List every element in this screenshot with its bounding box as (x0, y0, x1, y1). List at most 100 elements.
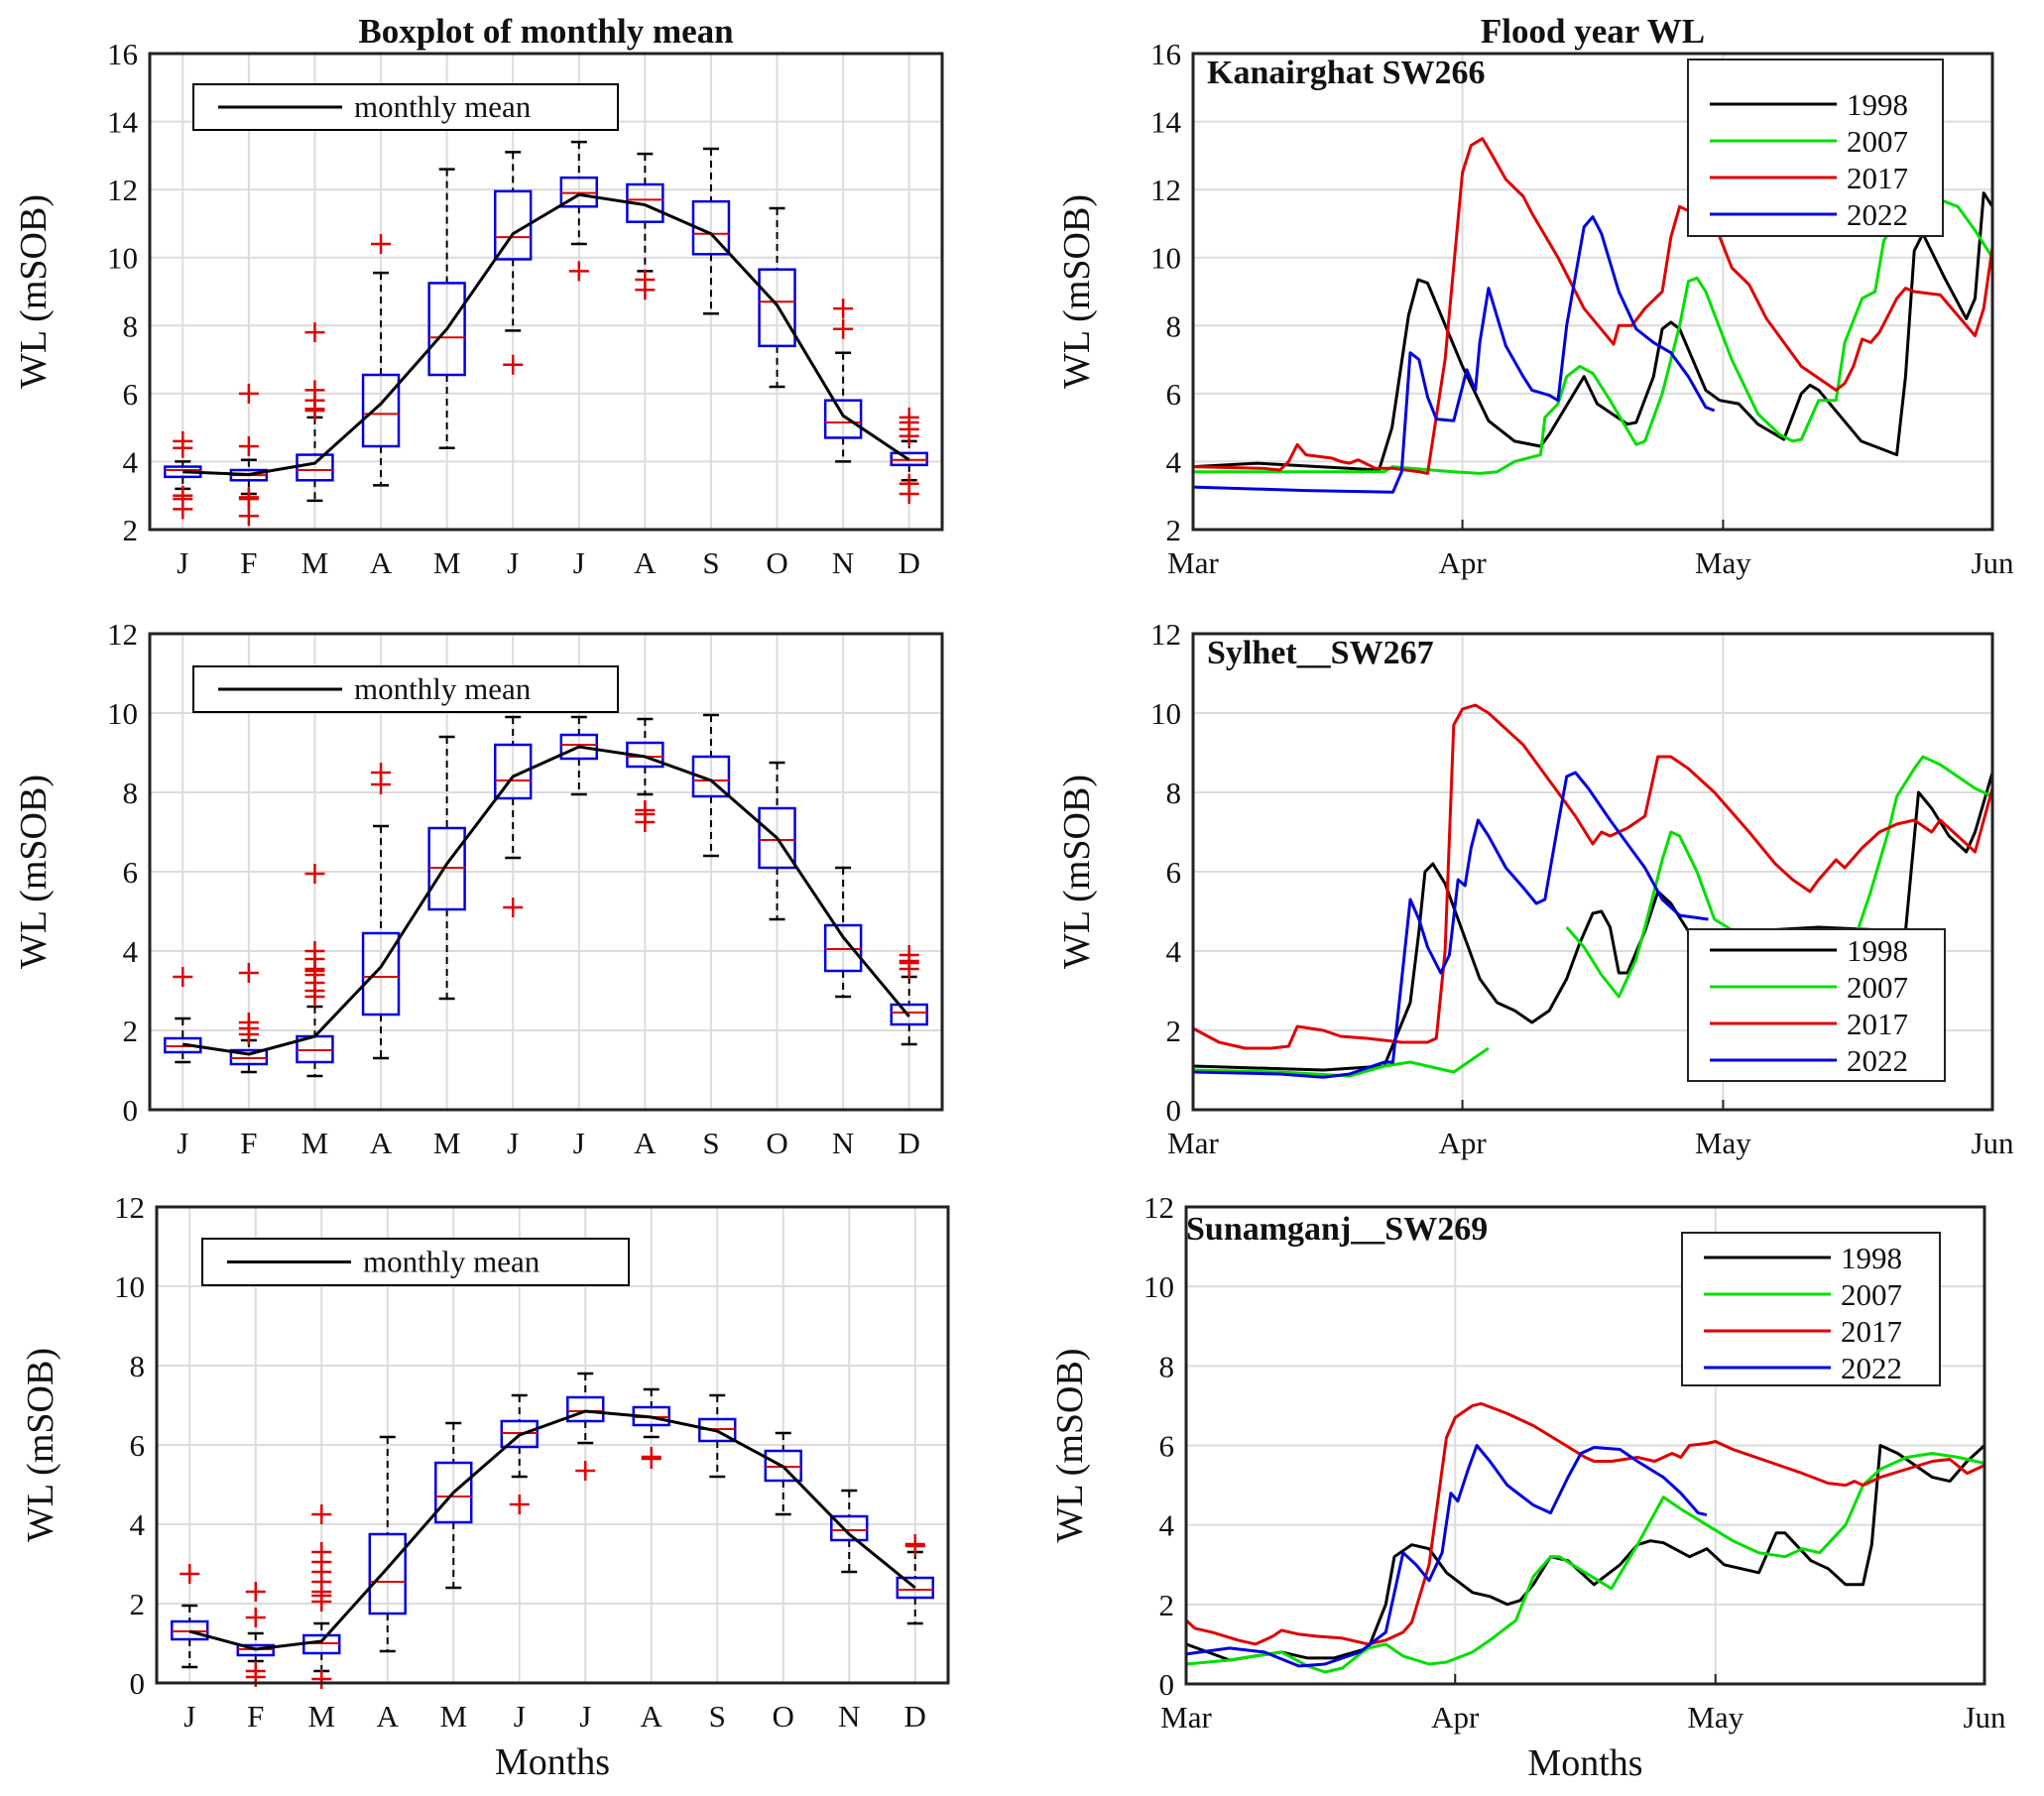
outlier-marker (509, 1495, 530, 1514)
box-J (559, 140, 599, 282)
x-tick-label: M (433, 1126, 461, 1160)
x-tick-label: May (1695, 545, 1751, 580)
outlier-marker (371, 234, 392, 254)
x-tick-label: A (370, 1126, 393, 1160)
x-tick-label: M (301, 545, 329, 580)
iqr-box (368, 1532, 407, 1616)
x-tick-label: Jun (1971, 545, 2014, 580)
chart-title: Flood year WL (1481, 12, 1705, 51)
y-tick-label: 14 (1150, 105, 1182, 140)
outlier-marker (503, 354, 524, 375)
outlier-marker (899, 959, 919, 979)
outlier-marker (833, 299, 854, 319)
y-tick-label: 6 (123, 855, 139, 890)
iqr-box (559, 733, 599, 761)
axes-frame (148, 52, 944, 532)
box-S (691, 147, 731, 315)
x-tick-label: F (240, 1126, 257, 1160)
y-tick-label: 16 (107, 37, 138, 71)
x-tick-label: A (634, 545, 657, 580)
flood-year-panel-1: 2 4 6 8 10 12 14 16 Mar Apr May Jun Kanairghat SW266… (1056, 12, 2014, 580)
y-tick-label: 12 (1143, 1190, 1174, 1225)
outlier-marker (180, 1564, 200, 1584)
iqr-box (427, 282, 466, 377)
x-tick-label: M (301, 1126, 329, 1160)
x-tick-label: S (709, 1699, 726, 1734)
box-N (823, 299, 863, 463)
outlier-marker (833, 318, 854, 339)
x-tick-label: J (573, 545, 585, 580)
axes-frame (1191, 52, 1994, 532)
outlier-marker (635, 812, 656, 832)
outlier-marker (238, 489, 259, 510)
x-tick-label: M (439, 1699, 467, 1734)
y-tick-label: 0 (123, 1093, 139, 1128)
box-A (361, 763, 401, 1060)
box-M (296, 864, 334, 1078)
legend-label: 2007 (1847, 970, 1908, 1005)
chart-title: Boxplot of monthly mean (358, 12, 733, 51)
y-tick-label: 2 (1159, 1588, 1175, 1622)
box-D (890, 945, 928, 1046)
iqr-box (434, 1461, 473, 1524)
x-tick-label: N (832, 1126, 854, 1160)
outlier-marker (311, 1669, 332, 1689)
legend: monthly mean (192, 665, 619, 713)
x-tick-label: N (832, 545, 854, 580)
y-tick-label: 10 (107, 241, 138, 276)
box-J (164, 430, 202, 520)
y-tick-label: 8 (123, 776, 139, 810)
station-label: Sunamganj__SW269 (1186, 1211, 1488, 1248)
x-tick-label: Mar (1167, 1126, 1219, 1160)
y-tick-label: 12 (1150, 617, 1181, 652)
outlier-marker (173, 967, 193, 987)
legend-label: monthly mean (363, 1245, 541, 1279)
iqr-box (493, 743, 533, 800)
outlier-marker (304, 864, 325, 884)
series-line-2022 (1192, 215, 1716, 494)
outlier-marker (173, 437, 193, 458)
x-tick-label: D (904, 1699, 926, 1734)
x-tick-label: O (766, 1126, 787, 1160)
y-axis-label: WL (mSOB) (13, 194, 55, 389)
y-tick-label: 6 (130, 1428, 146, 1463)
box-J (559, 715, 599, 796)
y-axis-label: WL (mSOB) (1056, 194, 1098, 389)
x-tick-label: Mar (1167, 545, 1219, 580)
outlier-marker (904, 1536, 925, 1556)
x-tick-label: M (433, 545, 461, 580)
outlier-marker (173, 499, 193, 520)
x-tick-label: O (773, 1699, 794, 1734)
monthly-mean-line (182, 192, 910, 476)
box-M (434, 1421, 473, 1590)
y-tick-label: 6 (1166, 377, 1182, 412)
series-line-2017 (1192, 703, 1994, 1050)
y-axis-label: WL (mSOB) (1049, 1349, 1091, 1543)
x-axis-label: Months (1527, 1742, 1642, 1784)
legend-label: 2017 (1841, 1314, 1902, 1349)
outlier-marker (304, 987, 325, 1007)
axes-frame (1191, 632, 1994, 1112)
x-tick-label: J (507, 545, 519, 580)
y-tick-label: 0 (1159, 1667, 1175, 1702)
outlier-marker (371, 775, 392, 794)
x-tick-label: S (702, 545, 719, 580)
iqr-box (566, 1395, 605, 1423)
box-F (229, 383, 269, 527)
box-D (896, 1534, 934, 1625)
box-S (691, 713, 731, 858)
x-tick-label: N (838, 1699, 860, 1734)
x-tick-label: Jun (1971, 1126, 2014, 1160)
y-tick-label: 4 (1166, 444, 1182, 479)
series-line-2007 (1185, 1452, 1985, 1674)
box-A (361, 234, 401, 487)
iqr-box (896, 1576, 934, 1600)
y-tick-label: 12 (107, 617, 138, 652)
outlier-marker (311, 1592, 332, 1612)
outlier-marker (238, 1024, 259, 1044)
legend-label: monthly mean (354, 671, 532, 706)
series-line-2007 (1193, 194, 1994, 475)
